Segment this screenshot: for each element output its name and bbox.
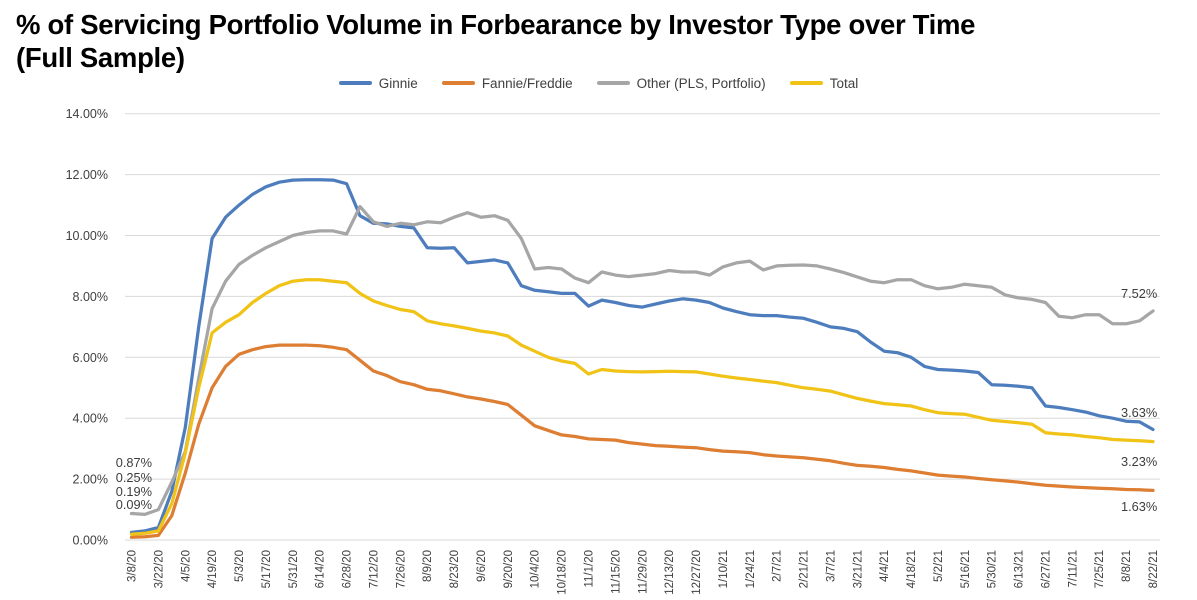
series-end-value-label: 1.63% [1121,499,1157,514]
x-axis-tick-label: 9/6/20 [476,550,488,582]
series-start-value-label: 0.25% [116,470,152,485]
legend-item-other-pls-portfolio: Other (PLS, Portfolio) [596,75,766,91]
series-line-total [129,278,1155,536]
legend-label: Other (PLS, Portfolio) [636,75,766,91]
x-axis-tick-label: 3/21/21 [852,550,864,588]
x-axis-tick-label: 3/22/20 [153,550,165,588]
y-axis-tick-label: 10.00% [66,229,108,243]
series-line-fannie-freddie [129,343,1155,539]
series-line-other-pls-portfolio [129,204,1155,517]
x-axis-tick-label: 3/7/21 [825,550,837,582]
x-axis-tick-label: 6/14/20 [315,550,327,588]
legend-label: Fannie/Freddie [481,75,573,91]
x-axis-tick-label: 7/26/20 [395,550,407,588]
x-axis-tick-label: 4/19/20 [207,550,219,588]
x-axis-tick-label: 8/22/21 [1148,550,1160,588]
x-axis-tick-label: 5/2/21 [933,550,945,582]
x-axis-tick-label: 4/4/21 [879,550,891,582]
x-axis-tick-label: 5/17/20 [261,550,273,588]
legend-line-swatch-icon [338,80,372,86]
series-start-value-label: 0.09% [116,497,152,512]
legend-line-swatch-icon [789,80,823,86]
chart-title-line1: % of Servicing Portfolio Volume in Forbe… [16,9,976,40]
series-end-value-label: 7.52% [1121,286,1157,301]
series-end-value-label: 3.23% [1121,454,1157,469]
y-axis-tick-label: 8.00% [73,290,108,304]
x-axis-tick-label: 2/21/21 [799,550,811,588]
x-axis-tick-label: 4/5/20 [180,550,192,582]
series-start-value-label: 0.19% [116,484,152,499]
y-axis-tick-label: 12.00% [66,168,108,182]
x-axis-tick-label: 11/29/20 [637,550,649,594]
x-axis-tick-label: 10/18/20 [557,550,569,595]
legend-line-swatch-icon [441,80,475,86]
legend-item-total: Total [789,75,859,91]
x-axis-tick-label: 1/24/21 [745,550,757,588]
x-axis-tick-label: 9/20/20 [503,550,515,588]
legend-line-swatch-icon [596,80,630,86]
x-axis-tick-label: 10/4/20 [530,550,542,588]
chart-title-line2: (Full Sample) [16,42,185,73]
legend-label: Ginnie [378,75,418,91]
x-axis-tick-label: 8/8/21 [1121,550,1133,582]
x-axis-tick-label: 12/13/20 [664,550,676,595]
y-axis-tick-label: 4.00% [73,412,108,426]
x-axis-tick-label: 6/28/20 [342,550,354,588]
x-axis-tick-label: 11/15/20 [610,550,622,594]
x-axis-tick-label: 12/27/20 [691,550,703,595]
x-axis-tick-label: 8/23/20 [449,550,461,588]
x-axis-tick-label: 6/27/21 [1040,550,1052,588]
x-axis-tick-label: 5/16/21 [960,550,972,588]
x-axis-tick-label: 7/12/20 [368,550,380,588]
chart-title: % of Servicing Portfolio Volume in Forbe… [16,8,1186,74]
x-axis-tick-label: 7/11/21 [1067,550,1079,588]
x-axis-tick-label: 8/9/20 [422,550,434,582]
x-axis-tick-label: 5/3/20 [234,550,246,582]
legend-label: Total [829,75,859,91]
chart-legend: Ginnie Fannie/Freddie Other (PLS, Portfoli… [0,74,1197,92]
y-axis-tick-label: 14.00% [66,107,108,121]
x-axis-tick-label: 2/7/21 [772,550,784,582]
x-axis-tick-label: 4/18/21 [906,550,918,588]
x-axis-tick-label: 7/25/21 [1094,550,1106,588]
x-axis-tick-label: 5/31/20 [288,550,300,588]
x-axis-tick-label: 1/10/21 [718,550,730,588]
legend-item-fannie-freddie: Fannie/Freddie [441,75,573,91]
x-axis-tick-label: 11/1/20 [583,550,595,588]
series-start-value-label: 0.87% [116,455,152,470]
series-end-value-label: 3.63% [1121,405,1157,420]
y-axis-tick-label: 2.00% [73,473,108,487]
x-axis-tick-label: 3/8/20 [127,550,139,582]
x-axis-tick-label: 5/30/21 [987,550,999,588]
y-axis-tick-label: 6.00% [73,351,108,365]
x-axis-tick-label: 6/13/21 [1014,550,1026,588]
series-line-ginnie [129,178,1155,535]
legend-item-ginnie: Ginnie [338,75,418,91]
y-axis-tick-label: 0.00% [73,534,108,548]
